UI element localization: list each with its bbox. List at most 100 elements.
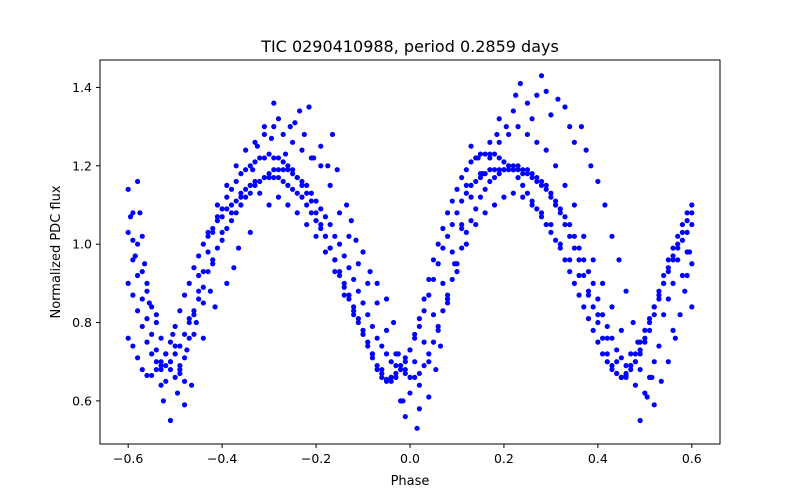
data-point: [402, 359, 408, 365]
data-point: [336, 268, 343, 275]
data-point: [228, 210, 235, 216]
data-point: [435, 241, 441, 247]
data-point: [555, 96, 561, 102]
data-point: [351, 308, 357, 314]
data-point: [524, 100, 531, 106]
data-point: [398, 366, 404, 373]
data-point: [346, 233, 352, 239]
data-point: [459, 198, 465, 204]
data-point: [139, 233, 145, 239]
data-point: [538, 178, 545, 185]
data-point: [529, 198, 535, 204]
data-point: [616, 257, 622, 263]
data-point: [327, 221, 333, 228]
data-point: [367, 268, 373, 275]
data-point: [487, 178, 493, 185]
data-point: [130, 292, 136, 298]
data-point: [332, 233, 338, 239]
data-point: [299, 178, 305, 185]
data-point: [393, 370, 399, 377]
data-point: [191, 331, 197, 337]
data-point: [421, 296, 427, 302]
data-point: [346, 292, 352, 298]
data-point: [557, 241, 563, 247]
data-point: [677, 312, 683, 318]
data-point: [491, 151, 498, 157]
data-point: [275, 155, 282, 161]
data-point: [231, 265, 237, 271]
data-point: [379, 343, 385, 349]
data-point: [125, 335, 131, 341]
data-point: [588, 163, 594, 169]
data-point: [355, 261, 361, 267]
data-point: [576, 245, 582, 251]
data-point: [177, 363, 183, 369]
data-point: [487, 139, 493, 145]
data-point: [675, 241, 681, 247]
data-point: [482, 210, 488, 216]
data-point: [144, 316, 150, 322]
data-point: [506, 167, 512, 173]
data-point: [628, 363, 634, 369]
data-point: [590, 280, 596, 286]
data-point: [632, 351, 639, 357]
data-point: [214, 218, 221, 224]
data-point: [449, 221, 455, 228]
data-point: [557, 206, 563, 212]
y-axis: 0.6 0.8 1.0 1.2 1.4: [72, 80, 100, 408]
data-point: [609, 233, 615, 239]
data-point: [311, 155, 317, 161]
data-point: [200, 268, 206, 275]
data-point: [343, 202, 350, 208]
data-point: [393, 363, 399, 369]
data-point: [630, 319, 636, 326]
data-point: [665, 265, 671, 271]
data-point: [567, 221, 573, 228]
data-point: [686, 249, 693, 255]
x-tick-label: −0.2: [301, 451, 331, 466]
data-point: [186, 319, 192, 326]
data-point: [149, 304, 155, 310]
data-point: [158, 363, 164, 369]
data-point: [233, 163, 239, 169]
data-point: [243, 186, 249, 192]
data-point: [670, 327, 676, 333]
data-point: [426, 359, 432, 365]
data-point: [656, 292, 662, 298]
data-point: [454, 268, 460, 275]
data-point: [402, 413, 408, 420]
data-point: [144, 339, 150, 345]
data-point: [529, 171, 535, 177]
data-point: [374, 280, 380, 286]
data-point: [233, 210, 239, 216]
data-point: [576, 257, 582, 263]
data-point: [181, 402, 188, 408]
data-point: [132, 253, 138, 259]
data-point: [524, 190, 531, 196]
data-point: [336, 210, 343, 216]
data-point: [477, 194, 484, 200]
data-point: [318, 225, 324, 232]
data-point: [247, 190, 253, 196]
data-point: [491, 167, 498, 173]
data-point: [501, 159, 507, 165]
data-point: [468, 218, 474, 224]
data-point: [130, 343, 136, 349]
data-point: [524, 131, 531, 138]
data-point: [289, 171, 296, 177]
data-point: [623, 363, 629, 369]
data-point: [520, 167, 526, 173]
data-point: [614, 359, 620, 365]
data-point: [266, 174, 272, 181]
data-point: [351, 276, 357, 283]
data-point: [280, 178, 286, 185]
data-point: [125, 186, 131, 192]
data-point: [543, 88, 549, 94]
data-point: [351, 304, 357, 310]
data-point: [543, 147, 549, 153]
data-point: [510, 108, 516, 114]
data-point: [134, 272, 141, 279]
data-point: [205, 249, 211, 255]
data-point: [177, 370, 183, 377]
